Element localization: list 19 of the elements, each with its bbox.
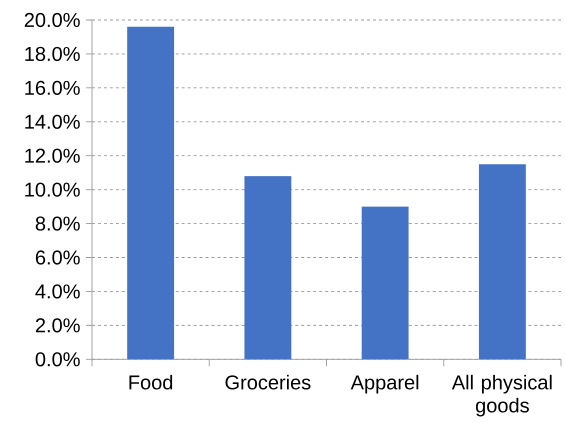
y-tick-label: 14.0%	[25, 114, 80, 129]
y-tick-label: 6.0%	[36, 250, 80, 265]
y-tick-label: 10.0%	[25, 182, 80, 197]
bar	[244, 176, 292, 360]
y-tick-label: 8.0%	[36, 216, 80, 231]
y-tick-label: 20.0%	[24, 12, 80, 28]
y-tick-label: 18.0%	[25, 46, 80, 62]
y-tick-label: 4.0%	[35, 284, 80, 299]
x-tick-label: All physical goods	[452, 374, 552, 416]
bar	[362, 206, 409, 360]
y-tick-label: 0.0%	[36, 352, 80, 366]
y-tick-label: 12.0%	[25, 148, 80, 163]
x-tick-label: Food	[129, 374, 172, 390]
x-tick-label: Apparel	[350, 374, 418, 394]
y-tick-label: 2.0%	[36, 318, 80, 332]
bar	[478, 164, 526, 360]
x-tick-label: Groceries	[226, 374, 310, 390]
bar	[127, 26, 174, 360]
y-tick-label: 16.0%	[25, 80, 80, 95]
